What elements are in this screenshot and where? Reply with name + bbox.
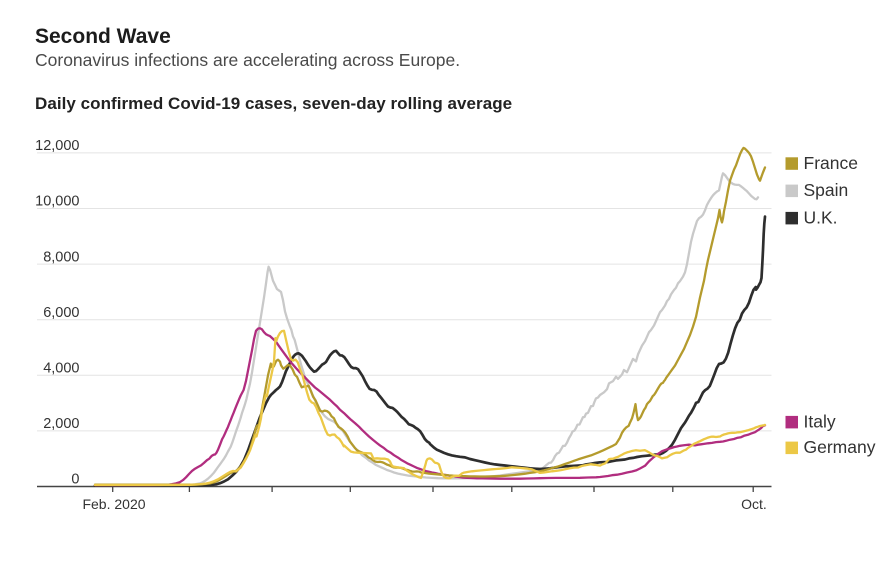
- svg-text:8,000: 8,000: [43, 249, 79, 265]
- svg-text:Feb. 2020: Feb. 2020: [82, 496, 145, 512]
- svg-text:Oct.: Oct.: [741, 496, 767, 512]
- svg-text:6,000: 6,000: [43, 305, 79, 321]
- svg-text:2,000: 2,000: [43, 416, 79, 432]
- svg-text:U.K.: U.K.: [804, 207, 838, 227]
- svg-text:12,000: 12,000: [35, 138, 79, 154]
- svg-text:Italy: Italy: [804, 411, 836, 431]
- svg-text:Spain: Spain: [804, 180, 849, 200]
- svg-text:4,000: 4,000: [43, 361, 79, 377]
- svg-text:France: France: [804, 153, 858, 173]
- svg-text:10,000: 10,000: [35, 194, 79, 210]
- svg-text:Germany: Germany: [804, 437, 876, 457]
- svg-text:0: 0: [71, 472, 79, 488]
